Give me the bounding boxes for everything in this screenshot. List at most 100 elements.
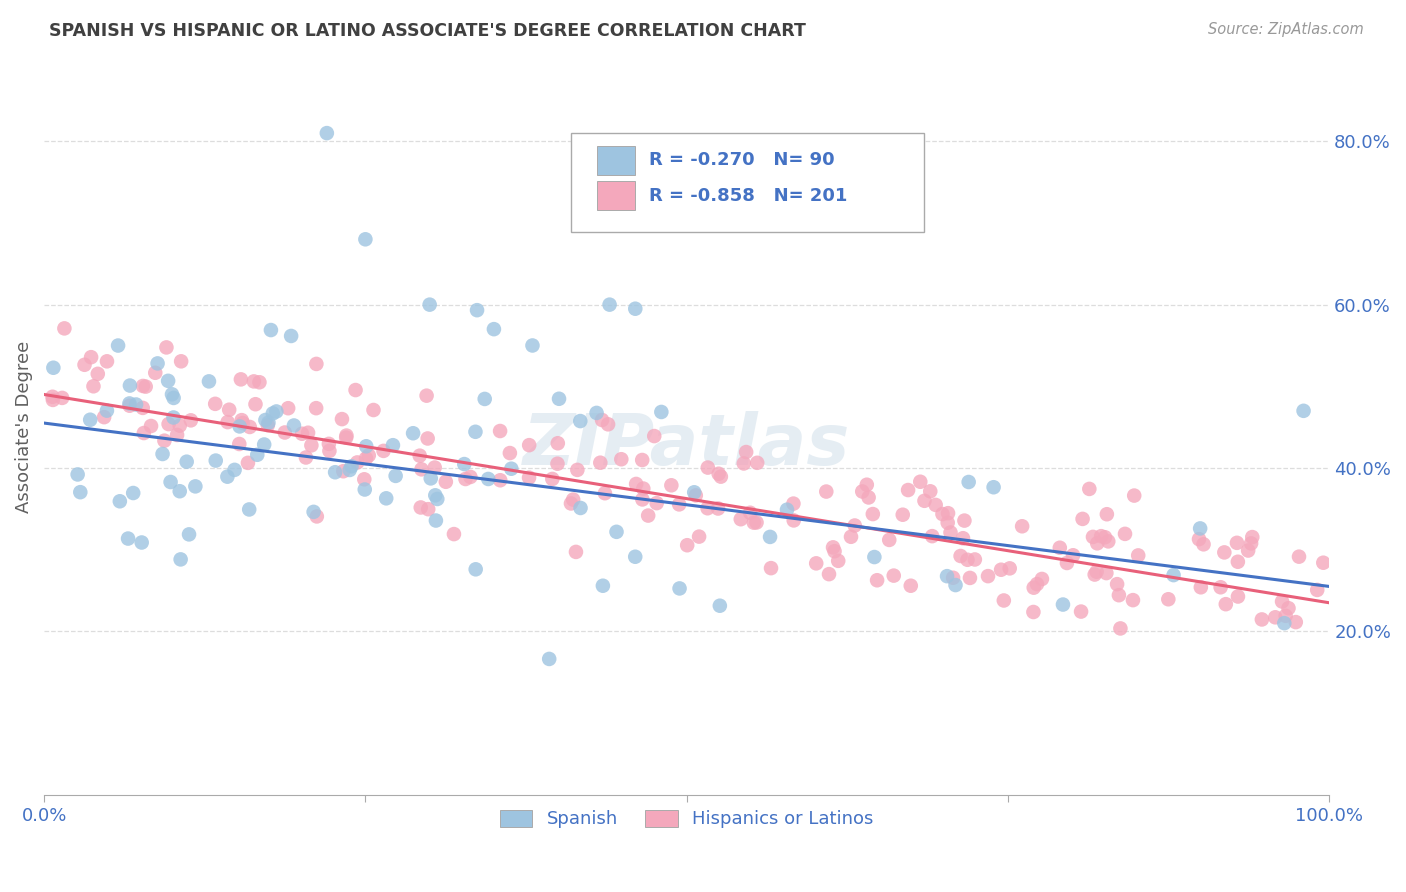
Point [650,405,672,419]
Point [560,496,582,510]
Point [118,399,141,413]
Point [688,530,710,544]
Point [696,501,718,516]
Point [339,463,361,477]
Point [710,469,733,483]
Point [232,416,254,430]
Text: SPANISH VS HISPANIC OR LATINO ASSOCIATE'S DEGREE CORRELATION CHART: SPANISH VS HISPANIC OR LATINO ASSOCIATE'… [49,22,806,40]
Point [599,298,621,312]
Point [184,479,207,493]
Point [633,482,655,496]
Point [464,562,486,576]
Point [776,502,799,516]
Point [643,429,665,443]
Point [96,403,118,417]
Point [866,574,889,588]
Point [548,392,571,406]
Point [742,516,765,530]
Point [925,498,948,512]
Point [153,434,176,448]
Point [921,529,943,543]
Point [942,571,965,585]
Point [783,513,806,527]
Point [624,549,647,564]
Point [759,530,782,544]
Point [862,507,884,521]
Text: Source: ZipAtlas.com: Source: ZipAtlas.com [1208,22,1364,37]
Point [824,544,846,558]
Point [217,469,239,483]
Point [1306,582,1329,597]
Point [1081,530,1104,544]
Point [815,484,838,499]
Point [818,567,841,582]
Point [418,502,440,516]
Point [1097,534,1119,549]
Point [354,232,377,246]
Point [274,425,297,440]
Point [1122,593,1144,607]
Point [591,413,613,427]
Point [344,383,367,397]
Point [297,425,319,440]
Point [827,554,849,568]
Point [236,456,259,470]
Point [1241,530,1264,544]
Point [260,323,283,337]
Point [245,397,267,411]
Legend: Spanish, Hispanics or Latinos: Spanish, Hispanics or Latinos [492,803,880,836]
Point [1192,537,1215,551]
Point [409,500,432,515]
Point [1094,530,1116,544]
Point [936,506,959,520]
Point [465,303,488,318]
Point [1163,568,1185,582]
Point [166,428,188,442]
Point [157,374,180,388]
Point [1288,549,1310,564]
Point [53,321,76,335]
Point [375,491,398,506]
Point [668,497,690,511]
Point [1085,565,1108,579]
Point [353,483,375,497]
Point [231,413,253,427]
Point [87,367,110,381]
Point [1022,581,1045,595]
Point [1312,556,1334,570]
Point [346,455,368,469]
Point [419,298,441,312]
Point [257,416,280,430]
Point [243,375,266,389]
Point [217,415,239,429]
Point [897,483,920,497]
Point [1095,566,1118,580]
Point [782,497,804,511]
Point [93,410,115,425]
Point [631,453,654,467]
Point [567,463,589,477]
Point [855,477,877,491]
Point [162,410,184,425]
Point [858,491,880,505]
Point [69,485,91,500]
Point [340,459,363,474]
Point [1114,527,1136,541]
Point [162,391,184,405]
Point [238,502,260,516]
Point [425,514,447,528]
Point [239,420,262,434]
Point [66,467,89,482]
Point [107,338,129,352]
Point [759,561,782,575]
Point [254,413,277,427]
Point [1062,549,1084,563]
Point [335,431,357,445]
Point [1237,543,1260,558]
Point [280,329,302,343]
Point [176,455,198,469]
Point [963,552,986,566]
Point [1049,541,1071,555]
Point [593,486,616,500]
Point [132,401,155,415]
